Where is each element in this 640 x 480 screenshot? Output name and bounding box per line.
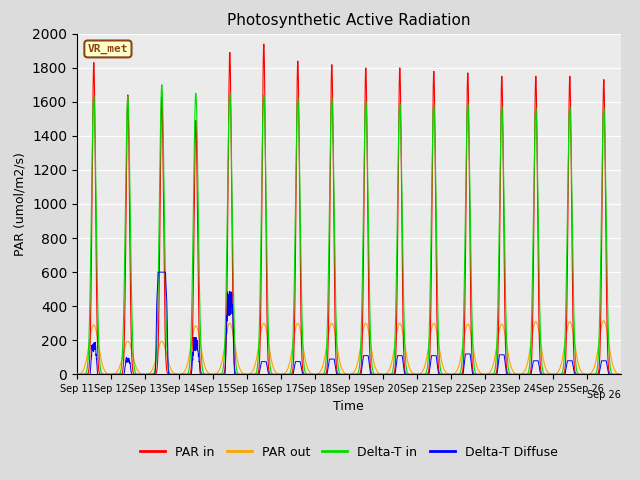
Title: Photosynthetic Active Radiation: Photosynthetic Active Radiation (227, 13, 470, 28)
Y-axis label: PAR (umol/m2/s): PAR (umol/m2/s) (13, 152, 26, 256)
Legend: PAR in, PAR out, Delta-T in, Delta-T Diffuse: PAR in, PAR out, Delta-T in, Delta-T Dif… (135, 441, 563, 464)
X-axis label: Time: Time (333, 400, 364, 413)
Text: VR_met: VR_met (88, 44, 128, 54)
Text: Sep 26: Sep 26 (587, 390, 621, 400)
